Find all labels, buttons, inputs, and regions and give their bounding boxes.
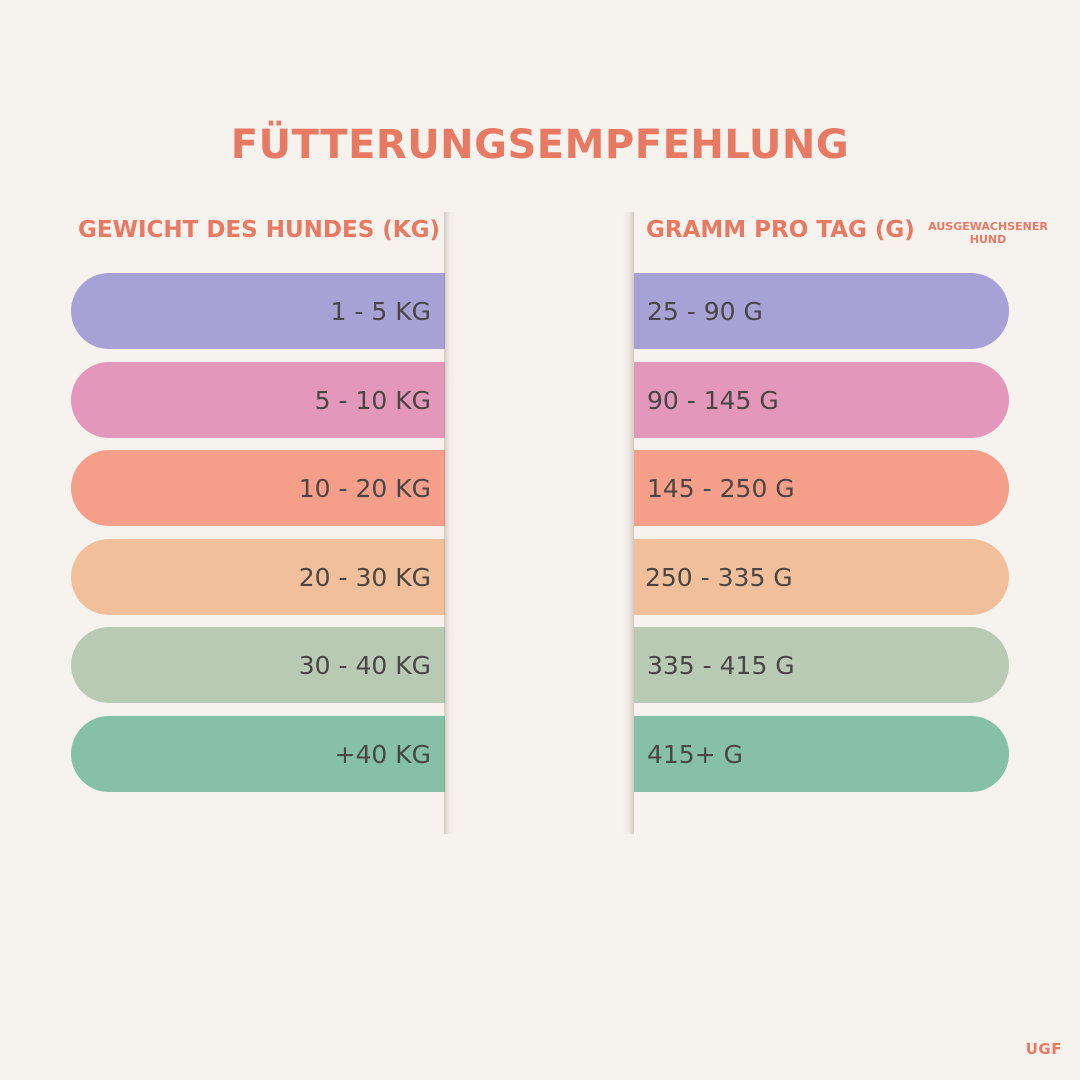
weight-value: 30 - 40 KG — [298, 650, 431, 680]
grams-cell-1: 25 - 90 G — [634, 273, 1009, 349]
grams-value: 250 - 335 G — [645, 562, 793, 592]
grams-cell-5: 335 - 415 G — [634, 627, 1009, 703]
grams-cell-2: 90 - 145 G — [634, 362, 1009, 438]
grams-cell-4: 250 - 335 G — [634, 539, 1009, 615]
weight-value: 1 - 5 KG — [330, 296, 431, 326]
weight-cell-4: 20 - 30 KG — [71, 539, 445, 615]
grams-cell-3: 145 - 250 G — [634, 450, 1009, 526]
weight-cell-5: 30 - 40 KG — [71, 627, 445, 703]
right-column-divider — [622, 212, 634, 834]
weight-cell-1: 1 - 5 KG — [71, 273, 445, 349]
grams-value: 25 - 90 G — [647, 296, 763, 326]
weight-cell-6: +40 KG — [71, 716, 445, 792]
page-title: FÜTTERUNGSEMPFEHLUNG — [230, 122, 850, 168]
weight-cell-2: 5 - 10 KG — [71, 362, 445, 438]
grams-value: 415+ G — [647, 739, 743, 769]
left-column-divider — [444, 212, 456, 834]
weight-column-header: GEWICHT DES HUNDES (KG) — [78, 217, 440, 243]
weight-cell-3: 10 - 20 KG — [71, 450, 445, 526]
grams-value: 145 - 250 G — [647, 473, 795, 503]
weight-value: 20 - 30 KG — [298, 562, 431, 592]
grams-cell-6: 415+ G — [634, 716, 1009, 792]
weight-value: 5 - 10 KG — [314, 385, 431, 415]
adult-dog-note: AUSGEWACHSENER HUND — [924, 220, 1052, 246]
adult-dog-note-line2: HUND — [969, 233, 1007, 246]
weight-value: 10 - 20 KG — [298, 473, 431, 503]
weight-value: +40 KG — [334, 739, 431, 769]
grams-column-header: GRAMM PRO TAG (G) — [646, 217, 915, 243]
grams-value: 90 - 145 G — [647, 385, 779, 415]
adult-dog-note-line1: AUSGEWACHSENER — [928, 220, 1048, 233]
brand-logo-text: UGF — [1025, 1040, 1062, 1058]
grams-value: 335 - 415 G — [647, 650, 795, 680]
